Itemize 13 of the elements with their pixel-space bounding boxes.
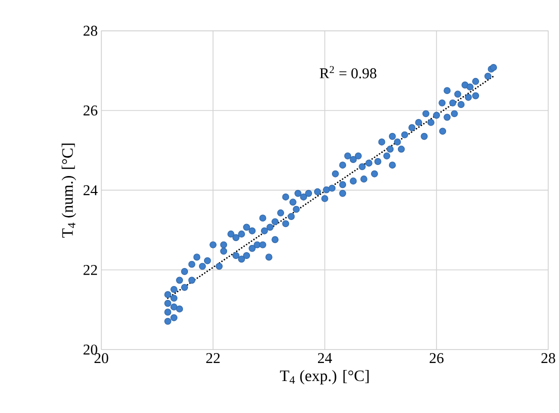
annotation: R$^{2}$ = 0.98 [320,66,376,78]
x-tick-label: 28 [541,353,556,364]
y-tick-label: 28 [84,26,98,36]
x-tick-label: 22 [206,353,220,363]
y-tick-label: 26 [84,105,98,116]
y-tick-label: 24 [84,185,98,196]
x-tick-label: 20 [94,353,108,364]
y-tick-label: 20 [84,344,98,355]
y-tick-label: 22 [84,264,97,275]
y-axis-title: T$_{4}$ (num.) [°C] [62,144,76,238]
x-tick-label: 24 [318,353,332,363]
x-axis-title: T$_{4}$ (exp.) [°C] [280,370,369,384]
x-tick-label: 26 [430,353,444,364]
